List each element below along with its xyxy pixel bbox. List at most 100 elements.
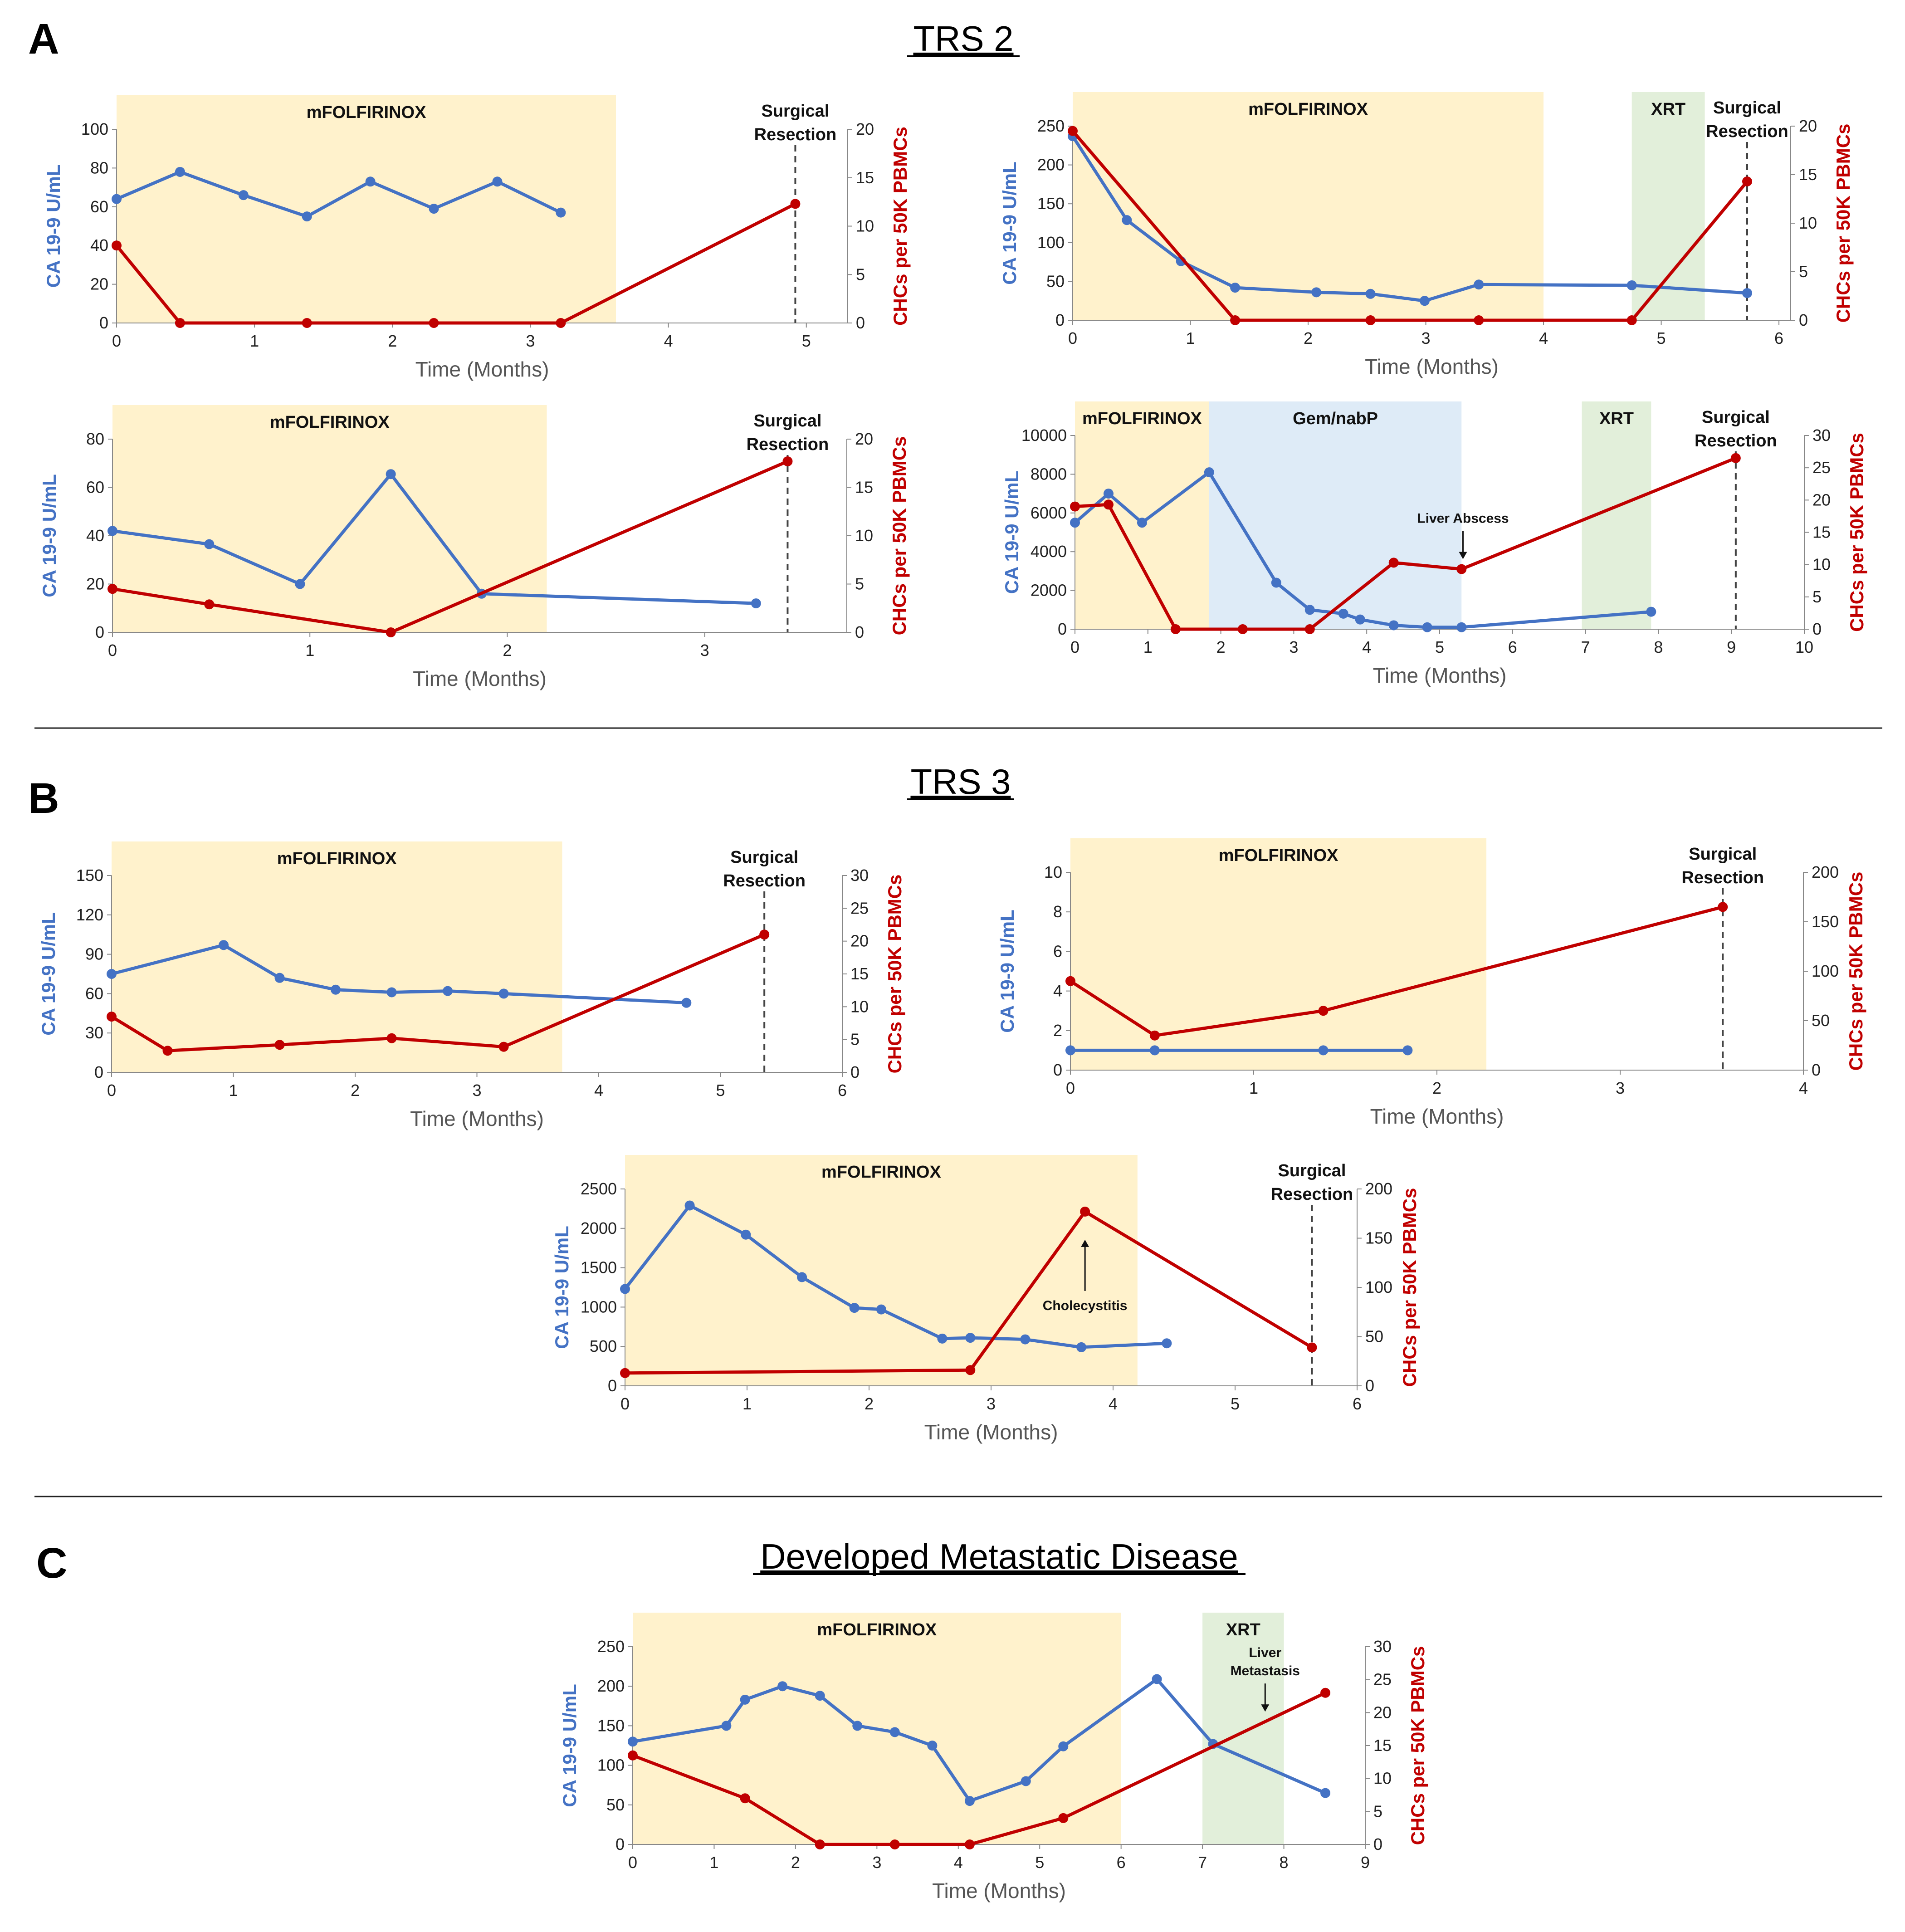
ca199-data-point: [429, 204, 439, 214]
x-tick-label: 5: [1035, 1853, 1044, 1872]
left-tick-label: 6: [1053, 942, 1062, 960]
left-axis-label: CA 19-9 U/mL: [39, 474, 60, 597]
chc-data-point: [1149, 1030, 1160, 1041]
ca199-series-line: [116, 170, 562, 218]
section-title-c: Developed Metastatic Disease: [760, 1536, 1238, 1576]
left-tick-label: 150: [597, 1716, 625, 1735]
ca199-data-point: [386, 987, 397, 998]
event-arrow-head: [1459, 552, 1467, 559]
ca199-data-point: [1646, 607, 1656, 617]
left-tick-label: 60: [90, 197, 108, 216]
phase-label: Gem/nabP: [1293, 409, 1378, 428]
right-tick-label: 0: [1799, 311, 1808, 329]
right-tick-label: 15: [850, 964, 869, 983]
x-tick-label: 2: [865, 1394, 874, 1413]
right-tick-label: 5: [1799, 262, 1808, 281]
right-tick-label: 100: [1365, 1278, 1392, 1296]
ca199-data-point: [1318, 1045, 1329, 1056]
left-tick-label: 0: [99, 313, 108, 332]
ca199-data-point: [107, 969, 117, 979]
left-tick-label: 200: [1037, 156, 1065, 174]
chc-data-point: [498, 1042, 509, 1052]
event-label: Metastasis: [1231, 1663, 1300, 1678]
chc-data-point: [1718, 902, 1728, 912]
ca199-data-point: [1474, 279, 1484, 290]
left-tick-label: 50: [1046, 272, 1065, 290]
ca199-data-point: [365, 176, 376, 187]
chart-a4: mFOLFIRINOX Gem/nabP XRT020004000600080001…: [1001, 401, 1867, 687]
right-tick-label: 10: [850, 997, 869, 1016]
left-tick-label: 150: [1037, 194, 1065, 213]
ca199-data-point: [751, 598, 761, 609]
section-title-a: TRS 2: [913, 19, 1013, 59]
x-tick-label: 2: [791, 1853, 800, 1872]
panel-letter-c: C: [36, 1539, 68, 1587]
chc-data-point: [1318, 1006, 1329, 1016]
chc-data-point: [1068, 126, 1078, 136]
ca199-data-point: [937, 1333, 948, 1344]
right-tick-label: 10: [855, 526, 873, 545]
ca199-series-line: [632, 1678, 1326, 1803]
ca199-data-point: [1388, 620, 1399, 631]
ca199-data-point: [740, 1694, 750, 1705]
x-tick-label: 3: [526, 332, 535, 350]
event-arrow-head: [1261, 1704, 1270, 1712]
chart-a1: mFOLFIRINOX 0 20 40 60 80 100 0 5 10 15 20 0 1 2 3 4 5 Tim…: [43, 95, 911, 381]
ca199-data-point: [443, 986, 453, 996]
x-tick-label: 2: [1304, 329, 1313, 347]
event-label: Surgical: [1702, 408, 1770, 427]
ca199-data-point: [1320, 1788, 1331, 1798]
event-label: Resection: [1695, 431, 1777, 450]
chc-data-point: [1320, 1687, 1331, 1698]
chc-data-point: [889, 1839, 900, 1849]
left-tick-label: 0: [615, 1835, 625, 1854]
x-tick-label: 2: [1432, 1079, 1441, 1097]
x-tick-label: 2: [351, 1081, 360, 1100]
chc-data-point: [386, 1033, 397, 1043]
x-tick-label: 1: [742, 1394, 752, 1413]
chc-data-point: [1307, 1342, 1317, 1353]
right-tick-label: 0: [1812, 620, 1822, 638]
chc-series-line: [115, 202, 796, 325]
left-tick-label: 100: [1037, 233, 1065, 252]
right-tick-label: 10: [1812, 555, 1831, 574]
chc-data-point: [1627, 315, 1637, 325]
x-tick-label: 5: [716, 1081, 725, 1100]
x-tick-label: 1: [229, 1081, 238, 1100]
left-tick-label: 8: [1053, 902, 1062, 921]
ca199-data-point: [112, 194, 122, 204]
x-tick-label: 5: [1231, 1394, 1240, 1413]
left-axis-label: CA 19-9 U/mL: [1001, 471, 1022, 594]
phase-band-chemo: [1070, 838, 1487, 1070]
phase-label: XRT: [1651, 100, 1685, 119]
left-axis-label: CA 19-9 U/mL: [551, 1226, 572, 1349]
left-tick-label: 30: [85, 1023, 103, 1042]
x-tick-label: 1: [1249, 1079, 1258, 1097]
event-label: Liver Abscess: [1417, 511, 1509, 526]
chc-data-point: [1388, 558, 1399, 568]
ca199-data-point: [889, 1727, 900, 1737]
x-tick-label: 4: [594, 1081, 603, 1100]
right-axis-label: CHCs per 50K PBMCs: [1832, 124, 1854, 323]
ca199-data-point: [1311, 287, 1322, 298]
ca199-data-point: [849, 1303, 860, 1313]
ca199-data-point: [1627, 280, 1637, 290]
left-tick-label: 2000: [1031, 581, 1067, 600]
ca199-data-point: [1456, 622, 1467, 632]
right-tick-label: 30: [1373, 1637, 1392, 1656]
chc-data-point: [429, 318, 439, 328]
left-axis-label: CA 19-9 U/mL: [996, 910, 1018, 1033]
chc-data-point: [302, 318, 312, 328]
ca199-data-point: [1162, 1338, 1172, 1349]
x-tick-label: 0: [1066, 1079, 1075, 1097]
left-tick-label: 100: [81, 120, 108, 138]
x-tick-label: 0: [107, 1081, 116, 1100]
left-tick-label: 10000: [1021, 426, 1067, 445]
right-tick-label: 15: [856, 168, 874, 187]
left-tick-label: 90: [85, 945, 103, 964]
left-tick-label: 200: [597, 1677, 625, 1695]
left-axis-label: CA 19-9 U/mL: [43, 165, 64, 288]
